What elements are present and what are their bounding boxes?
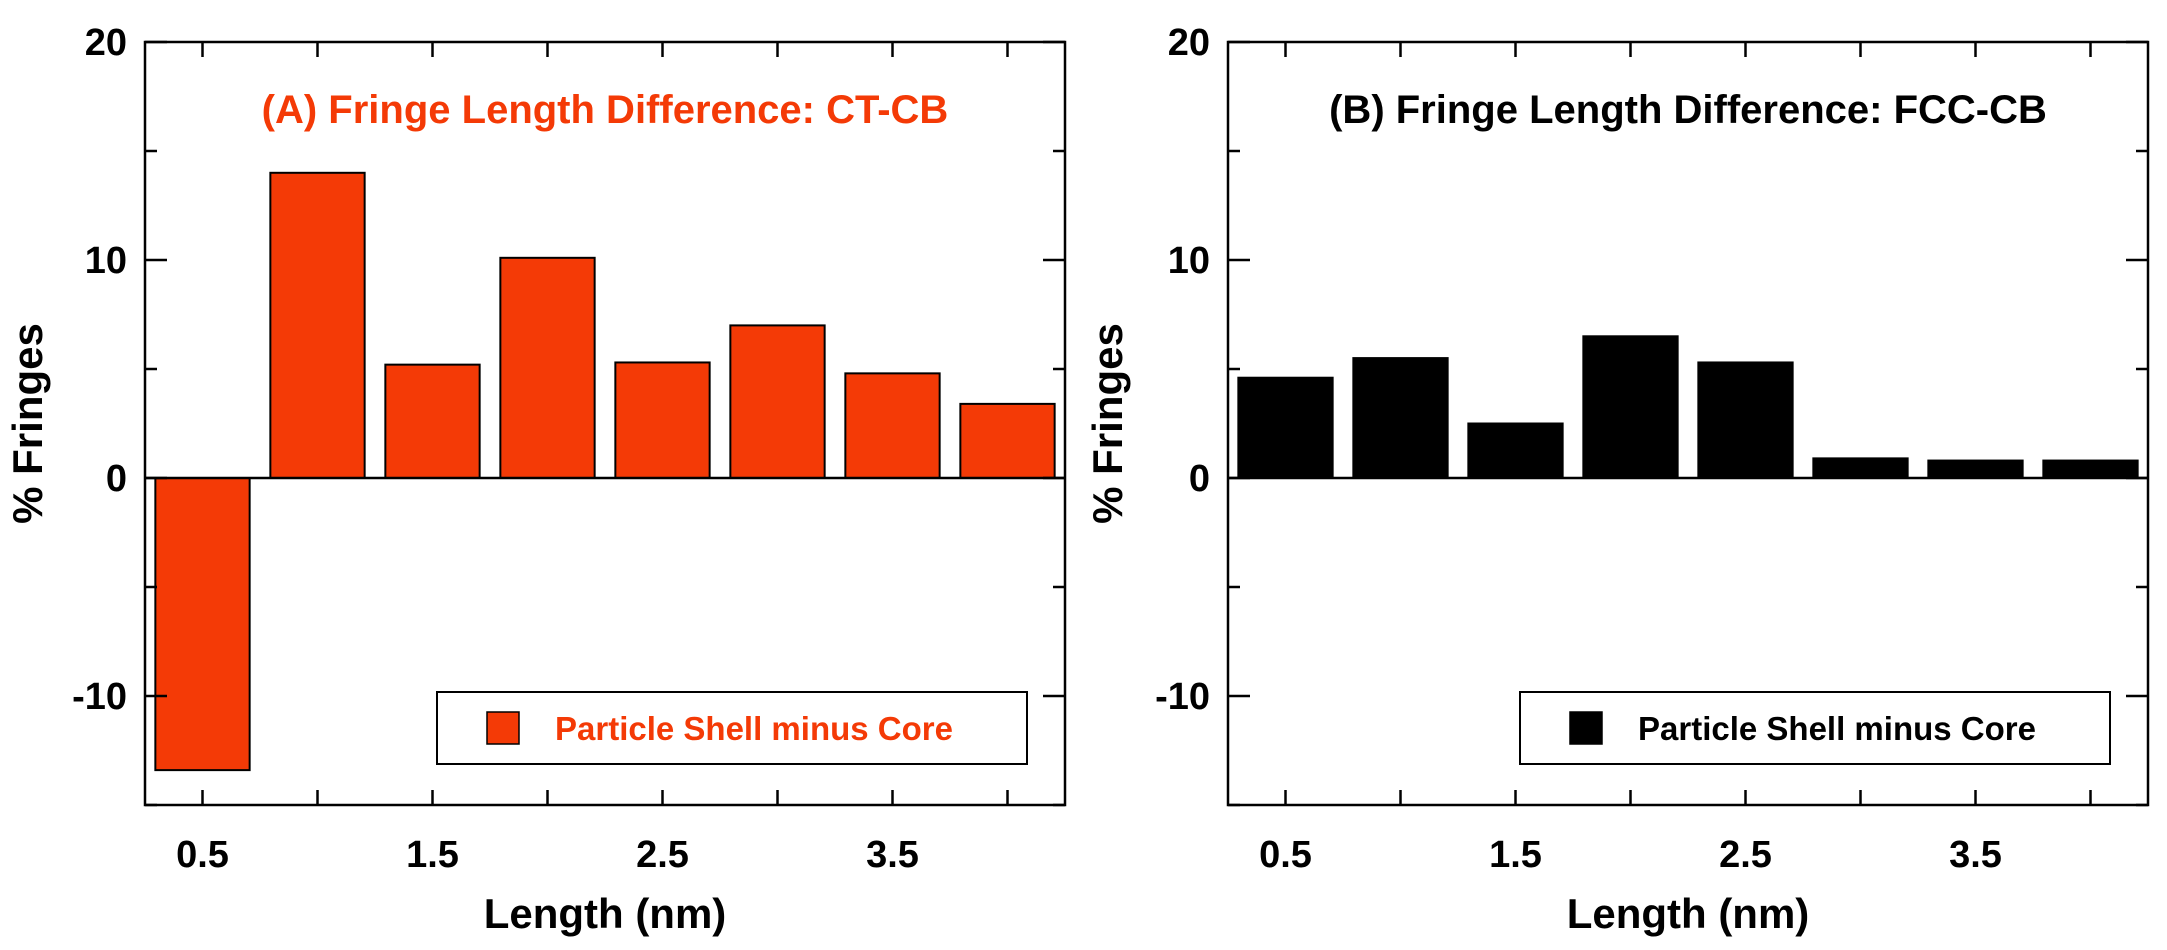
panel-a-legend-box xyxy=(436,691,1028,765)
panel-b-y-axis-label: % Fringes xyxy=(1084,323,1131,524)
panel-b-plot-frame xyxy=(1226,40,2150,807)
panel-a-x-tick-label: 0.5 xyxy=(176,834,229,876)
panel-a-x-tick-label: 1.5 xyxy=(406,834,459,876)
panel-a-bar xyxy=(499,256,596,479)
panel-b-bar xyxy=(1352,357,1449,480)
panel-b-y-tick-label: 20 xyxy=(1168,22,1210,64)
panel-b-title: (B) Fringe Length Difference: FCC-CB xyxy=(1329,88,2047,132)
panel-a-y-tick-label: 20 xyxy=(85,22,127,64)
panel-b-bar xyxy=(1237,376,1334,479)
panel-b-legend-box xyxy=(1519,691,2111,765)
panel-a-bar xyxy=(384,363,481,480)
panel-b-x-axis-label: Length (nm) xyxy=(1567,890,1810,937)
panel-a: 20 10 0 -10 0.5 1.5 2.5 3.5 Length (nm) … xyxy=(4,22,1067,937)
panel-a-x-axis-label: Length (nm) xyxy=(484,890,727,937)
panel-a-bar xyxy=(729,324,826,479)
panel-a-bars xyxy=(154,171,1056,772)
panel-b-legend-label: Particle Shell minus Core xyxy=(1638,710,2036,747)
panel-b: 20 10 0 -10 0.5 1.5 2.5 3.5 Length (nm) … xyxy=(1084,22,2150,937)
panel-a-bar xyxy=(614,361,711,479)
panel-a-plot-frame xyxy=(143,40,1067,807)
panel-a-bar xyxy=(269,171,366,480)
panel-b-bar xyxy=(2042,459,2139,479)
panel-b-bars xyxy=(1237,335,2139,480)
panel-b-x-tick-label: 3.5 xyxy=(1949,834,2002,876)
panel-a-y-axis-label: % Fringes xyxy=(4,323,51,524)
panel-a-bar xyxy=(154,477,251,772)
panel-b-x-tick-label: 2.5 xyxy=(1719,834,1772,876)
panel-b-bar xyxy=(1697,361,1794,479)
panel-a-bar xyxy=(844,372,941,479)
panel-b-y-tick-label: -10 xyxy=(1155,676,1210,718)
panel-b-bar xyxy=(1582,335,1679,479)
panel-a-legend-swatch xyxy=(486,711,520,745)
panel-a-x-tick-label: 2.5 xyxy=(636,834,689,876)
panel-a-y-tick-label: 10 xyxy=(85,240,127,282)
panel-b-y-tick-label: 0 xyxy=(1189,458,1210,500)
panel-b-x-tick-label: 1.5 xyxy=(1489,834,1542,876)
panel-a-legend-label: Particle Shell minus Core xyxy=(555,710,953,747)
panel-b-x-tick-label: 0.5 xyxy=(1259,834,1312,876)
panel-a-y-tick-label: 0 xyxy=(106,458,127,500)
panel-a-ticks xyxy=(145,40,1065,807)
panel-b-y-tick-label: 10 xyxy=(1168,240,1210,282)
panel-a-x-tick-label: 3.5 xyxy=(866,834,919,876)
panel-a-y-tick-label: -10 xyxy=(72,676,127,718)
panel-b-legend-swatch xyxy=(1569,711,1603,745)
panel-a-title: (A) Fringe Length Difference: CT-CB xyxy=(262,88,949,132)
panel-b-bar xyxy=(1812,457,1909,480)
panel-b-bar xyxy=(1927,459,2024,479)
panel-b-bar xyxy=(1467,422,1564,479)
panel-a-bar xyxy=(959,402,1056,480)
